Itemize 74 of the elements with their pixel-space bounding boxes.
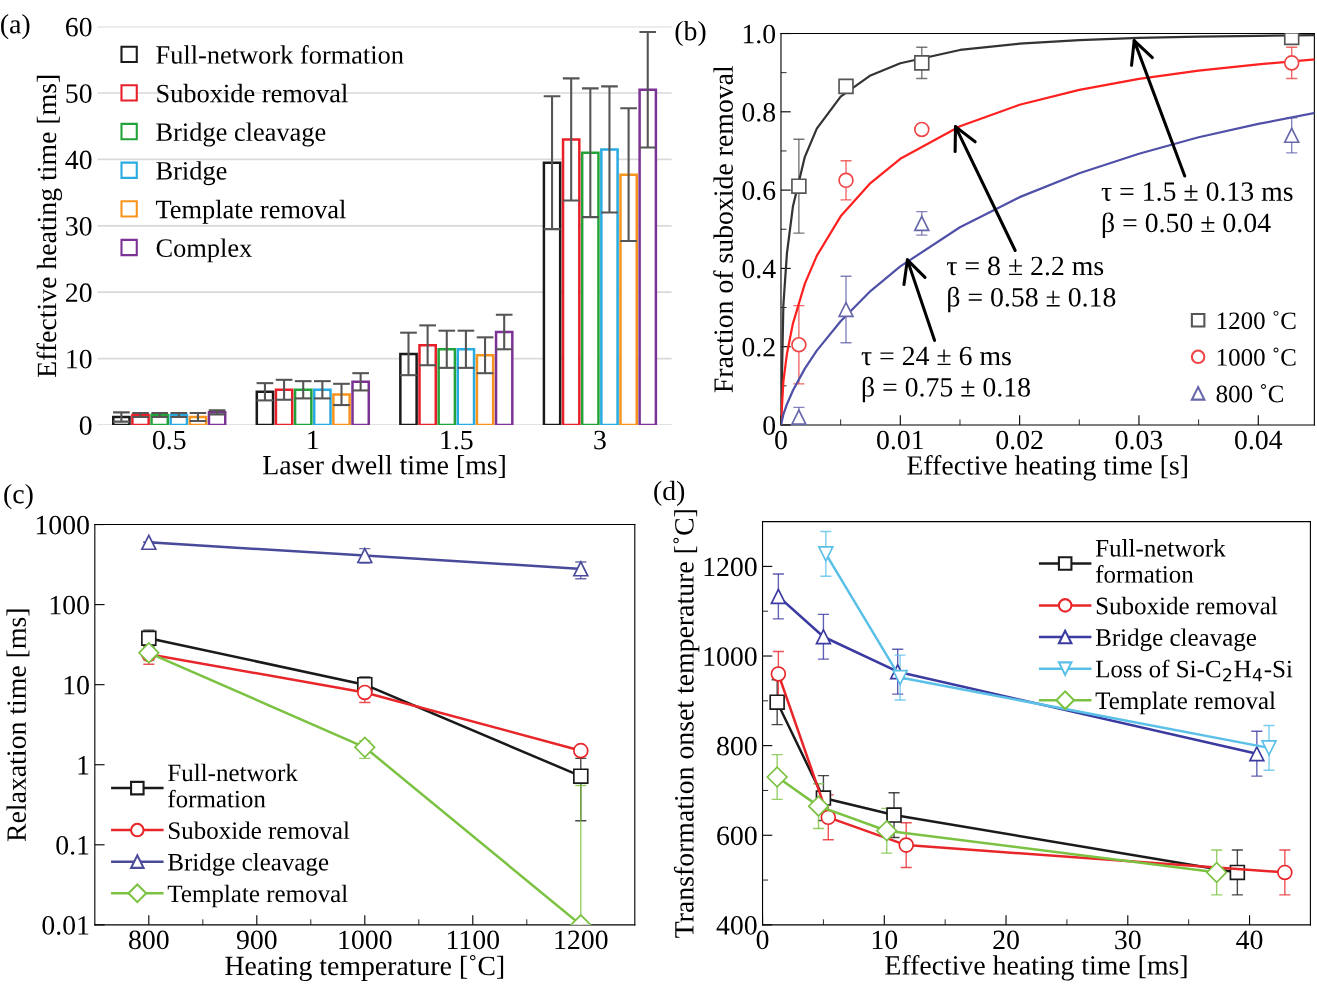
y-axis-title: Relaxation time [ms]	[6, 609, 30, 842]
chart-title: (a)	[1, 14, 30, 40]
x-tick-label: 0.01	[877, 430, 923, 450]
y-tick-label: 100	[50, 595, 89, 615]
legend-label: Bridge cleavage	[156, 122, 326, 147]
legend-label: 800 ˚C	[1216, 384, 1283, 403]
y-tick-label: 0.4	[742, 259, 776, 279]
legend-label: Suboxide removal	[157, 83, 348, 103]
legend-label: Template removal	[167, 884, 348, 908]
legend-label: Loss of Si-C$_{2}$H$_{4}$-Si	[1095, 659, 1293, 682]
x-tick-label: 20	[993, 930, 1019, 950]
y-axis-title: Fraction of suboxide removal	[713, 65, 733, 393]
x-tick-label: 0.03	[1115, 430, 1163, 450]
y-tick-label: 1	[78, 756, 89, 775]
x-axis-title: Heating temperature [˚C]	[225, 954, 504, 982]
x-tick-label: 1100	[447, 930, 499, 950]
y-tick-label: 60	[66, 17, 92, 37]
legend-label: 1200 ˚C	[1217, 310, 1296, 330]
x-tick-label: 30	[1115, 930, 1141, 950]
x-axis-title: Effective heating time [s]	[907, 455, 1187, 481]
y-axis-title: Effective heating time [ms]	[36, 75, 63, 378]
legend-label: Template removal	[1095, 691, 1276, 715]
y-tick-label: 20	[66, 283, 92, 303]
x-axis-title: Effective heating time [ms]	[885, 954, 1187, 981]
x-tick-label: 10	[872, 930, 898, 950]
y-tick-label: 1000	[704, 647, 757, 666]
y-tick-label: 800	[717, 736, 757, 756]
annotation: τ = 1.5 ± 0.13 ms β = 0.50 ± 0.04	[1101, 182, 1293, 238]
y-tick-label: 0.8	[742, 102, 776, 122]
legend-label: Suboxide removal	[169, 821, 350, 840]
y-tick-label: 50	[66, 84, 92, 103]
y-tick-label: 400	[716, 916, 757, 935]
x-tick-label: 1000	[339, 930, 392, 950]
y-tick-label: 0	[79, 416, 92, 435]
y-tick-label: 600	[717, 826, 757, 846]
x-tick-label: 800	[129, 930, 169, 950]
x-tick-label: 0.02	[996, 430, 1043, 450]
y-tick-label: 40	[65, 150, 92, 170]
y-tick-label: 1.0	[743, 24, 776, 44]
x-tick-label: 0.5	[152, 430, 186, 450]
x-axis-title: Laser dwell time [ms]	[263, 455, 505, 479]
legend-label: Full-network formation	[156, 44, 404, 64]
legend-label: Bridge cleavage	[1095, 628, 1257, 652]
legend-label: Suboxide removal	[1096, 596, 1278, 615]
x-tick-label: 40	[1236, 930, 1263, 950]
legend-label: Bridge cleavage	[168, 853, 329, 876]
y-tick-label: 0.1	[56, 835, 89, 855]
annotation: τ = 24 ± 6 ms β = 0.75 ± 0.18	[861, 346, 1030, 403]
legend-label: 1000 ˚C	[1217, 347, 1296, 366]
y-tick-label: 30	[66, 216, 92, 236]
legend-label: Full-network formation	[168, 763, 298, 808]
x-tick-label: 1.5	[441, 430, 473, 450]
annotation: τ = 8 ± 2.2 ms β = 0.58 ± 0.18	[946, 256, 1116, 313]
x-tick-label: 900	[236, 930, 277, 950]
y-tick-label: 1200	[704, 557, 757, 577]
y-tick-label: 0	[763, 416, 776, 435]
chart-title: (b)	[675, 20, 706, 47]
y-tick-label: 0.2	[742, 337, 775, 357]
y-tick-label: 1000	[36, 515, 89, 535]
legend-label: Bridge	[156, 161, 227, 186]
chart-title: (c)	[4, 483, 33, 510]
x-tick-label: 3	[594, 430, 606, 450]
x-tick-label: 0.04	[1235, 430, 1283, 450]
y-tick-label: 0.6	[742, 181, 776, 201]
chart-title: (d)	[654, 480, 685, 506]
y-axis-title: Transformation onset temperature [˚C]	[673, 510, 700, 938]
y-tick-label: 10	[64, 675, 89, 695]
x-tick-label: 1	[308, 430, 319, 450]
y-tick-label: 10	[67, 349, 92, 369]
legend-label: Complex	[156, 238, 252, 263]
legend-label: Full-network formation	[1095, 539, 1226, 583]
x-tick-label: 1200	[555, 930, 608, 950]
y-tick-label: 0.01	[42, 916, 89, 935]
legend-label: Template removal	[155, 199, 346, 224]
